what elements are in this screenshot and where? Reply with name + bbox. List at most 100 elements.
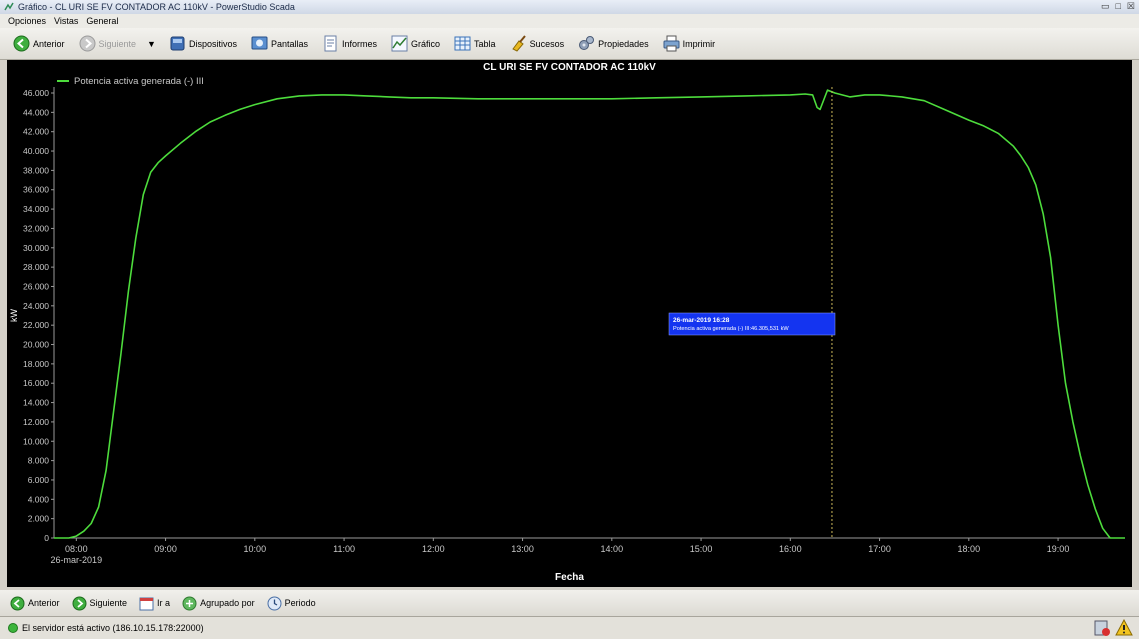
forward-arrow-icon: [72, 596, 87, 611]
app-icon: [4, 2, 14, 12]
back-button[interactable]: Anterior: [8, 33, 70, 55]
y-tick-label: 34.000: [23, 204, 49, 214]
table-label: Tabla: [474, 38, 496, 49]
y-tick-label: 12.000: [23, 417, 49, 427]
print-label: Imprimir: [682, 38, 716, 49]
power-chart[interactable]: CL URI SE FV CONTADOR AC 110kV Potencia a…: [7, 60, 1132, 587]
warning-icon[interactable]: [1115, 618, 1133, 637]
goto-button[interactable]: Ir a: [137, 595, 172, 612]
y-tick-label: 40.000: [23, 146, 49, 156]
chart-panel[interactable]: CL URI SE FV CONTADOR AC 110kV Potencia a…: [7, 60, 1132, 587]
server-status-text: El servidor está activo (186.10.15.178:2…: [22, 623, 204, 633]
window-controls: ▭ □ ☒: [1101, 1, 1135, 12]
menu-vistas[interactable]: Vistas: [54, 16, 79, 26]
tooltip-value: Potencia activa generada (-) III:46.305,…: [673, 326, 789, 332]
events-label: Sucesos: [529, 38, 565, 49]
toolbar: Anterior Siguiente ▼ Dispositivos Pantal…: [0, 28, 1139, 60]
back-arrow-icon: [13, 35, 30, 52]
navigation-bar: Anterior Siguiente Ir a Agrupado por Per…: [0, 590, 1139, 616]
devices-icon: [169, 35, 186, 52]
y-tick-label: 4.000: [28, 494, 50, 504]
status-bar: El servidor está activo (186.10.15.178:2…: [0, 616, 1139, 639]
reports-label: Informes: [342, 38, 378, 49]
x-tick-label: 18:00: [958, 544, 981, 554]
tooltip-date: 26-mar-2019 16:28: [673, 317, 730, 324]
x-tick-label: 16:00: [779, 544, 802, 554]
back-arrow-icon: [10, 596, 25, 611]
x-date-label: 26-mar-2019: [51, 555, 103, 565]
close-icon[interactable]: ☒: [1126, 1, 1135, 11]
y-tick-label: 26.000: [23, 281, 49, 291]
y-tick-label: 22.000: [23, 320, 49, 330]
tooltip-box: [668, 312, 836, 336]
group-icon: [182, 596, 197, 611]
x-tick-label: 17:00: [868, 544, 891, 554]
status-icons: [1093, 618, 1133, 637]
table-icon: [454, 35, 471, 52]
y-tick-label: 42.000: [23, 127, 49, 137]
print-button[interactable]: Imprimir: [658, 33, 721, 55]
bottom-back-label: Anterior: [28, 598, 60, 608]
period-button[interactable]: Periodo: [265, 595, 318, 612]
y-tick-label: 36.000: [23, 185, 49, 195]
back-label: Anterior: [33, 38, 65, 49]
chart-title: CL URI SE FV CONTADOR AC 110kV: [483, 62, 656, 73]
chart-label: Gráfico: [411, 38, 441, 49]
reports-button[interactable]: Informes: [317, 33, 382, 55]
x-tick-label: 14:00: [601, 544, 624, 554]
y-tick-label: 8.000: [28, 456, 50, 466]
y-tick-label: 16.000: [23, 378, 49, 388]
menu-opciones[interactable]: Opciones: [8, 16, 47, 26]
printer-icon: [663, 35, 680, 52]
y-tick-label: 46.000: [23, 88, 49, 98]
y-tick-label: 0: [44, 533, 49, 543]
x-tick-label: 10:00: [244, 544, 267, 554]
y-tick-label: 2.000: [28, 514, 50, 524]
window-title: Gráfico - CL URI SE FV CONTADOR AC 110kV…: [18, 2, 295, 12]
screens-button[interactable]: Pantallas: [246, 33, 313, 55]
menu-general[interactable]: General: [86, 16, 119, 26]
properties-button[interactable]: Propiedades: [573, 33, 654, 55]
x-tick-label: 11:00: [333, 544, 355, 554]
y-tick-label: 38.000: [23, 165, 49, 175]
y-tick-label: 6.000: [28, 475, 50, 485]
line-chart-icon: [391, 35, 408, 52]
title-bar: Gráfico - CL URI SE FV CONTADOR AC 110kV…: [0, 0, 1139, 14]
y-tick-label: 24.000: [23, 301, 49, 311]
y-axis-title: kW: [9, 309, 19, 323]
group-by-label: Agrupado por: [200, 598, 255, 608]
x-tick-label: 09:00: [154, 544, 177, 554]
group-by-button[interactable]: Agrupado por: [180, 595, 257, 612]
events-broom-icon: [510, 35, 527, 52]
y-tick-label: 32.000: [23, 223, 49, 233]
properties-label: Propiedades: [598, 38, 649, 49]
y-tick-label: 14.000: [23, 398, 49, 408]
chart-button[interactable]: Gráfico: [386, 33, 445, 55]
y-tick-label: 28.000: [23, 262, 49, 272]
series-line: [54, 89, 1125, 539]
x-axis-title: Fecha: [555, 572, 584, 583]
events-button[interactable]: Sucesos: [505, 33, 570, 55]
table-button[interactable]: Tabla: [449, 33, 501, 55]
forward-button[interactable]: Siguiente: [74, 33, 142, 55]
bottom-forward-button[interactable]: Siguiente: [70, 595, 130, 612]
maximize-icon[interactable]: □: [1115, 1, 1121, 11]
y-tick-label: 30.000: [23, 243, 49, 253]
restore-icon[interactable]: ▭: [1100, 1, 1110, 11]
forward-label: Siguiente: [98, 38, 137, 49]
period-label: Periodo: [284, 598, 316, 608]
devices-button[interactable]: Dispositivos: [164, 33, 242, 55]
forward-arrow-icon: [79, 35, 96, 52]
x-tick-label: 19:00: [1047, 544, 1070, 554]
server-status-icon: [8, 623, 18, 633]
report-document-icon: [322, 35, 339, 52]
screens-label: Pantallas: [270, 38, 309, 49]
clock-icon: [267, 596, 282, 611]
legend-label: Potencia activa generada (-) III: [74, 76, 204, 87]
y-tick-label: 44.000: [23, 107, 49, 117]
history-dropdown-icon[interactable]: ▼: [147, 38, 156, 49]
y-tick-label: 10.000: [23, 436, 49, 446]
bottom-back-button[interactable]: Anterior: [8, 595, 62, 612]
screens-icon: [251, 35, 268, 52]
server-disconnect-icon[interactable]: [1093, 619, 1111, 637]
